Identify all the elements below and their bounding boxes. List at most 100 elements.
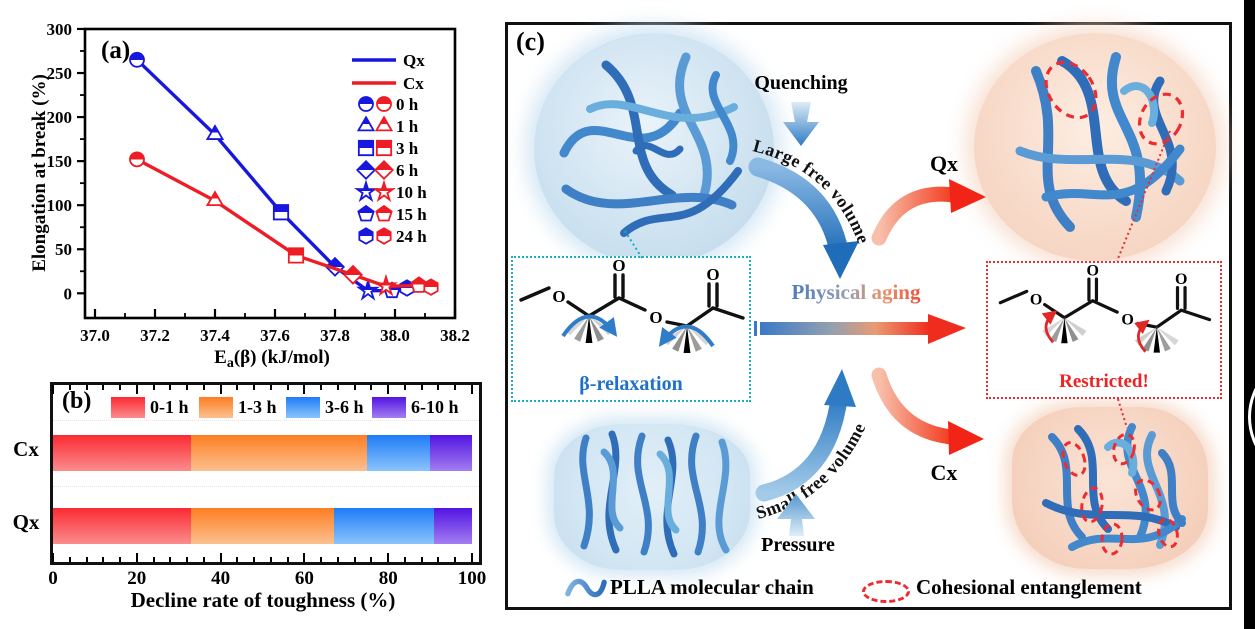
oxygen-atom-label: O [649,308,662,327]
quenching-label: Quenching [754,72,848,94]
data-point-marker [342,264,364,285]
elongation-line-chart: 37.0 37.2 37.4 37.6 37.8 38.0 38.2 0 50 100 150 200… [29,20,470,371]
x-tick-label: 20 [127,568,147,589]
plot-frame [83,27,457,320]
x-tick-label: 0 [48,568,58,589]
axis-tick [135,553,138,562]
quenched-polymer-sphere [534,33,774,265]
axis-tick [236,385,239,390]
stacked-bar-qx [53,508,472,544]
cx-pathway-label: Cx [930,460,958,485]
aligned-chains-illustration [579,430,730,558]
panel-b-decline-chart: (b) 0-1 h 1-3 h 3-6 h 6-10 h [50,382,482,565]
legend-label: 6-10 h [411,397,459,417]
bar-segment [333,508,435,544]
qx-pathway-label: Qx [929,151,959,176]
free-rotation-arrows [561,314,715,348]
svg-text:300: 300 [47,20,73,39]
aged-qx-polymer-sphere [974,33,1216,261]
oxygen-atom-label: O [706,265,719,284]
quenching-arrow [783,102,819,146]
axis-tick [320,385,323,390]
plla-chain-icon [565,578,607,598]
svg-text:0 h: 0 h [396,95,419,114]
oxygen-atom-label: O [552,287,565,306]
axis-tick [420,557,423,562]
restricted-rotation-box: Restricted! [986,261,1222,399]
axis-tick [52,385,54,394]
series-cx [129,151,439,297]
panel-b-label: (b) [62,388,92,414]
axis-tick [135,385,138,394]
axis-tick [269,385,272,390]
legend-item: 1-3 h [199,397,277,418]
bar-segment [53,508,192,544]
bar-segment [191,435,368,471]
molecule-skeleton: O O O O [519,256,745,353]
panel-c-mechanism-diagram: (c) [505,22,1232,610]
axis-tick [269,557,272,562]
legend-swatch [372,397,406,418]
svg-text:6 h: 6 h [396,161,419,180]
axis-tick [152,557,155,562]
axis-tick [202,385,205,390]
axis-tick [286,557,289,562]
legend-swatch [111,397,145,418]
small-free-volume-label: Small free volume [754,419,870,522]
aged-cx-polymer-block [1012,407,1208,569]
screenshot-edge-black-strip [1244,0,1255,629]
axis-tick [68,385,71,390]
svg-text:37.2: 37.2 [140,326,170,345]
legend-label: 0-1 h [150,397,189,417]
pressure-label: Pressure [761,534,835,556]
svg-text:100: 100 [47,196,73,215]
axis-tick [236,557,239,562]
data-point-marker [356,278,380,301]
axis-tick [370,557,373,562]
cx-arrowhead [948,421,984,455]
legend-swatch [199,397,233,418]
data-point-marker [374,273,398,297]
x-axis-title: Ea(β) (kJ/mol) [214,347,330,371]
svg-text:24 h: 24 h [396,227,427,246]
restricted-caption: Restricted! [1059,371,1149,392]
y-axis-title: Elongation at break (%) [29,74,50,272]
physical-aging-label: Physical aging [776,280,936,305]
axis-tick [471,385,473,394]
axis-tick [403,385,406,390]
bar-x-tick-labels: 0 20 40 60 80 100 [48,568,486,589]
data-point-marker [272,204,290,221]
bar-segment [53,435,192,471]
axis-tick [387,553,390,562]
restricted-rotation-arrows [1041,310,1150,353]
axis-tick [219,385,222,394]
plla-legend-label: PLLA molecular chain [610,575,814,599]
dense-entangled-chains-illustration [1042,423,1186,556]
legend-swatch [286,397,320,418]
bar-segment [367,435,431,471]
oxygen-atom-label: O [612,260,625,275]
panel-a-label: (a) [101,37,130,64]
axis-tick [454,385,457,390]
axis-tick [336,557,339,562]
svg-text:37.8: 37.8 [320,326,350,345]
axis-tick [202,557,205,562]
axis-tick [420,385,423,390]
legend-item: 6-10 h [372,397,459,418]
pressurized-polymer-block [554,424,750,570]
bar-category-label: Qx [12,510,40,534]
axis-tick [102,557,105,562]
small-free-volume-arrow [755,390,848,502]
axis-tick [303,553,306,562]
legend-label: 3-6 h [325,397,364,417]
bar-segment [434,508,472,544]
axis-tick [85,557,88,562]
legend-item: 3-6 h [286,397,364,418]
cohesional-entanglement-icon [862,580,910,603]
grid-line [53,420,479,421]
series-qx [129,51,415,301]
axis-tick [169,557,172,562]
bar-segment [191,508,334,544]
data-point-marker [287,247,305,264]
